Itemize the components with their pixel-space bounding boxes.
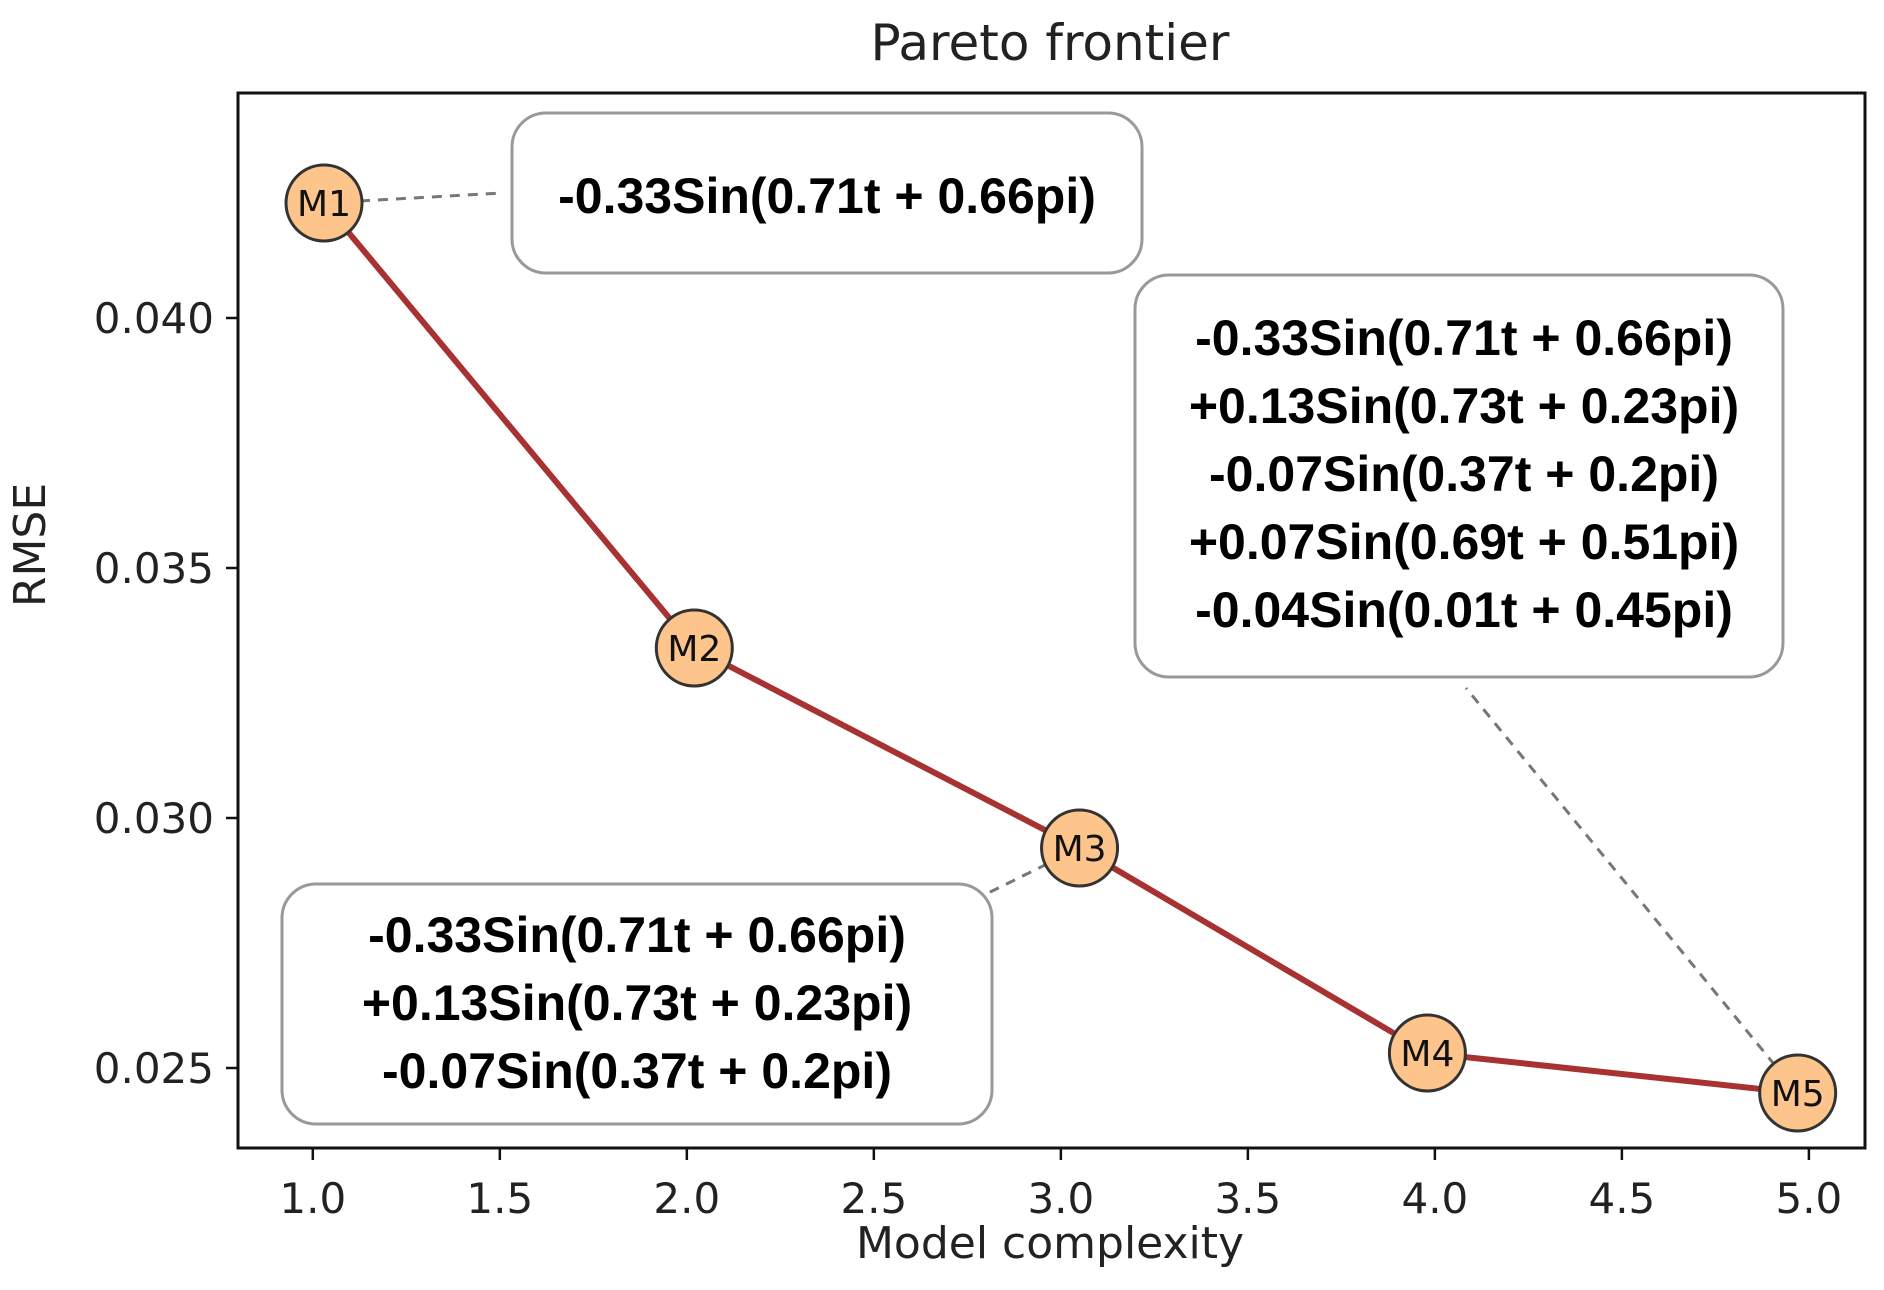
data-point-marker [1040, 808, 1120, 888]
x-tick-label: 2.5 [840, 1174, 907, 1223]
point-m2: M2 [654, 608, 734, 688]
data-point-label: M2 [667, 629, 721, 670]
annotation-box-m1: -0.33Sin(0.71t + 0.66pi) [510, 111, 1144, 275]
annotation-box-m5: -0.33Sin(0.71t + 0.66pi) +0.13Sin(0.73t +… [1133, 273, 1785, 679]
annotation-equation-line: +0.13Sin(0.73t + 0.23pi) [362, 975, 912, 1031]
annotation-box-m3: -0.33Sin(0.71t + 0.66pi) +0.13Sin(0.73t +… [280, 882, 994, 1126]
annotation-equation-line: +0.13Sin(0.73t + 0.23pi) [1189, 378, 1739, 434]
data-point-marker [1758, 1053, 1838, 1133]
annotation-equation-line: -0.07Sin(0.37t + 0.2pi) [382, 1043, 892, 1099]
point-m1: M1 [284, 163, 364, 243]
data-point-marker [654, 608, 734, 688]
plot-frame [236, 91, 1867, 1150]
y-tick-label: 0.025 [94, 1044, 214, 1093]
annotation-equation-line: -0.04Sin(0.01t + 0.45pi) [1195, 582, 1733, 638]
x-tick-label: 3.5 [1214, 1174, 1281, 1223]
annotation-equation-line: -0.33Sin(0.71t + 0.66pi) [368, 907, 906, 963]
annotation-equation-line: -0.33Sin(0.71t + 0.66pi) [558, 168, 1096, 224]
x-tick-label: 4.0 [1401, 1174, 1468, 1223]
x-tick-label: 1.5 [466, 1174, 533, 1223]
data-point-label: M4 [1400, 1034, 1454, 1075]
y-axis-label: RMSE [5, 483, 56, 607]
x-tick-label: 1.0 [279, 1174, 346, 1223]
annotation-leader-m1 [323, 191, 503, 205]
point-m4: M4 [1387, 1013, 1467, 1093]
x-tick-label: 4.5 [1588, 1174, 1655, 1223]
y-tick-label: 0.030 [94, 794, 214, 843]
chart-title: Pareto frontier [870, 14, 1229, 72]
point-m5: M5 [1758, 1053, 1838, 1133]
x-tick-label: 5.0 [1775, 1174, 1842, 1223]
data-point-label: M3 [1053, 829, 1107, 870]
annotation-frame [280, 882, 994, 1126]
annotation-frame [1133, 273, 1785, 679]
data-point-label: M5 [1771, 1074, 1825, 1115]
data-point-label: M1 [297, 184, 351, 225]
x-tick-label: 2.0 [653, 1174, 720, 1223]
annotation-equation-line: -0.33Sin(0.71t + 0.66pi) [1195, 310, 1733, 366]
y-tick-label: 0.040 [94, 294, 214, 343]
annotation-frame [510, 111, 1144, 275]
data-point-marker [1387, 1013, 1467, 1093]
point-m3: M3 [1040, 808, 1120, 888]
annotation-equation-line: +0.07Sin(0.69t + 0.51pi) [1189, 514, 1739, 570]
x-axis-label: Model complexity [856, 1218, 1244, 1269]
y-tick-label: 0.035 [94, 544, 214, 593]
annotation-equation-line: -0.07Sin(0.37t + 0.2pi) [1209, 446, 1719, 502]
x-tick-label: 3.0 [1027, 1174, 1094, 1223]
data-point-marker [284, 163, 364, 243]
annotation-leader-m5 [1464, 687, 1799, 1094]
